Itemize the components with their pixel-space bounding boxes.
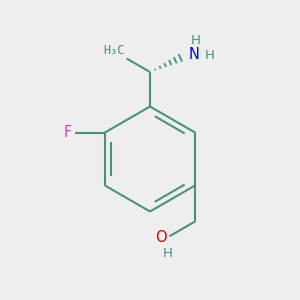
Text: O: O [155,230,167,245]
Text: H₃C: H₃C [104,44,125,57]
Text: H: H [191,34,201,46]
Text: F: F [63,125,71,140]
Text: H: H [205,49,215,62]
Text: N: N [188,46,199,62]
Text: H: H [163,247,173,260]
